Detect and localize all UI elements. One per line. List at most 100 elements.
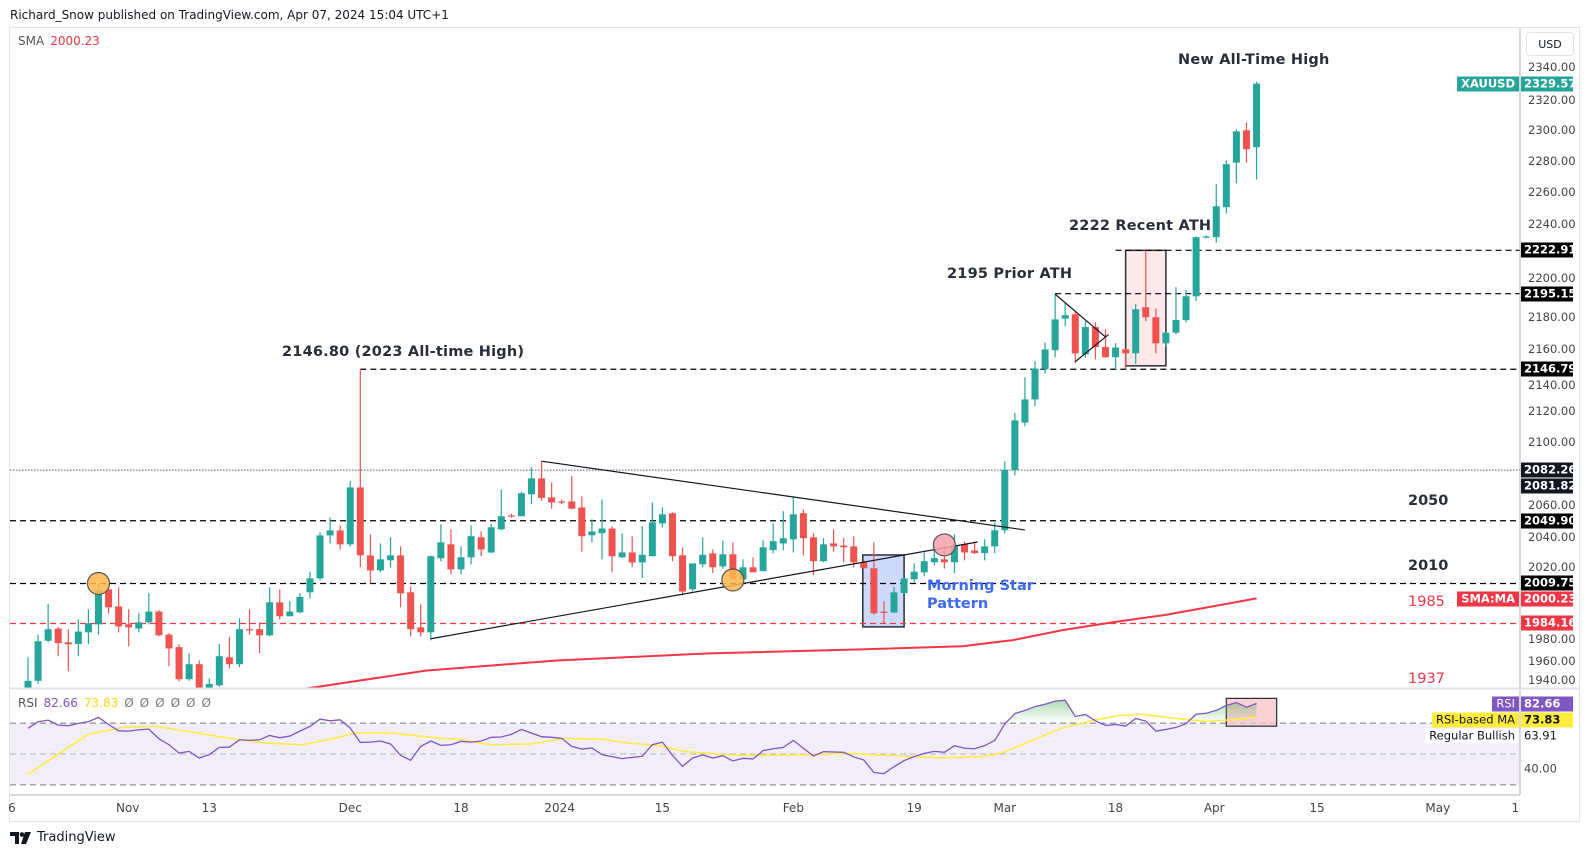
- candle-body: [24, 680, 32, 688]
- candle-body: [749, 567, 757, 573]
- price-tag-label: SMA:MA: [1457, 591, 1519, 607]
- candle-body: [205, 683, 213, 688]
- candle-body: [1182, 296, 1190, 321]
- time-label: 1: [1511, 801, 1520, 815]
- candle-body: [84, 623, 92, 633]
- rsi-legend-empty: Ø: [170, 696, 181, 710]
- candle-body: [638, 554, 646, 563]
- candle-body: [598, 528, 606, 534]
- price-tick: 1980.00: [1528, 632, 1576, 647]
- candle: [689, 563, 697, 592]
- candle: [1051, 294, 1059, 358]
- rsi-legend[interactable]: RSI 82.66 73.83 Ø Ø Ø Ø Ø Ø: [18, 696, 211, 710]
- candle: [376, 543, 384, 573]
- candle: [477, 531, 485, 557]
- candle: [507, 513, 515, 518]
- pennant-lower: [1074, 334, 1109, 363]
- time-label: 13: [201, 801, 217, 815]
- candle-body: [195, 664, 203, 688]
- candle: [910, 563, 918, 583]
- candle-body: [1122, 349, 1130, 354]
- candle: [769, 523, 777, 554]
- level-1985-label: 1985: [1408, 594, 1445, 610]
- candle: [1182, 290, 1190, 323]
- candle: [1021, 377, 1029, 427]
- candle-body: [1152, 317, 1160, 344]
- price-tag: 2329.57: [1521, 76, 1576, 92]
- candle-body: [1212, 206, 1220, 238]
- rsi-legend-empty: Ø: [139, 696, 150, 710]
- candle: [356, 369, 364, 568]
- rsi-legend-empty: Ø: [186, 696, 196, 710]
- price-tick: 2320.00: [1528, 92, 1576, 107]
- candle: [1041, 342, 1049, 374]
- candle: [235, 618, 243, 668]
- rsi-legend-value: 82.66: [43, 696, 78, 710]
- candle-body: [1142, 307, 1150, 318]
- price-tick: 2260.00: [1528, 185, 1576, 200]
- candle-body: [1192, 237, 1200, 297]
- price-tick: 1960.00: [1528, 654, 1576, 669]
- candle-body: [538, 478, 546, 498]
- candle: [316, 532, 324, 581]
- rsi-tag-label: RSI-based MA: [1432, 712, 1519, 728]
- orange-circle: [721, 568, 745, 592]
- candle-body: [155, 611, 163, 636]
- candle-body: [729, 554, 737, 580]
- candle-body: [961, 544, 969, 553]
- candle: [34, 634, 42, 684]
- candle: [618, 533, 626, 558]
- candle-body: [1112, 347, 1120, 358]
- candle: [981, 539, 989, 561]
- time-label: 18: [1107, 801, 1124, 815]
- candle-body: [326, 530, 334, 536]
- candle-body: [568, 501, 576, 509]
- candle: [1071, 311, 1079, 364]
- tradingview-brand: TradingView: [37, 830, 116, 845]
- candle: [809, 533, 817, 576]
- candle: [1242, 122, 1250, 163]
- candle-body: [477, 537, 485, 550]
- rsi-legend-empty: Ø: [155, 696, 165, 710]
- candle-body: [1091, 327, 1099, 348]
- candle-body: [507, 515, 515, 517]
- level-2050-label: 2050: [1408, 493, 1449, 509]
- candle: [699, 537, 707, 568]
- candle-body: [185, 664, 193, 680]
- price-tick: 2120.00: [1528, 404, 1576, 419]
- tradingview-footer[interactable]: TradingView: [10, 830, 116, 845]
- candle-body: [467, 536, 475, 558]
- candle: [387, 537, 395, 568]
- candle: [266, 587, 274, 637]
- sma-legend[interactable]: SMA 2000.23: [18, 34, 100, 48]
- candle-body: [900, 578, 908, 594]
- candle-body: [799, 513, 807, 539]
- candle: [185, 653, 193, 681]
- candle: [1142, 250, 1150, 321]
- candle: [24, 657, 32, 688]
- price-tick: 2280.00: [1528, 154, 1576, 169]
- candle: [1172, 287, 1180, 335]
- currency-button[interactable]: USD: [1526, 32, 1574, 56]
- candle: [991, 522, 999, 554]
- candle-body: [306, 578, 314, 593]
- candle-body: [1242, 130, 1250, 150]
- candle-body: [457, 557, 465, 570]
- price-tick: 2140.00: [1528, 378, 1576, 393]
- candle-body: [578, 507, 586, 537]
- time-label: 2024: [544, 801, 575, 815]
- candle: [578, 496, 586, 552]
- candle-body: [397, 555, 405, 594]
- candle-body: [1081, 327, 1089, 355]
- candle-body: [699, 554, 707, 565]
- candle-body: [588, 531, 596, 536]
- candle-body: [779, 538, 787, 544]
- candle: [105, 587, 113, 614]
- price-tag: 2195.15: [1521, 286, 1576, 302]
- time-label: 6: [8, 801, 16, 815]
- candle-body: [427, 556, 435, 633]
- candle: [1202, 235, 1210, 239]
- candle: [1232, 129, 1240, 184]
- price-tick: 2100.00: [1528, 435, 1576, 450]
